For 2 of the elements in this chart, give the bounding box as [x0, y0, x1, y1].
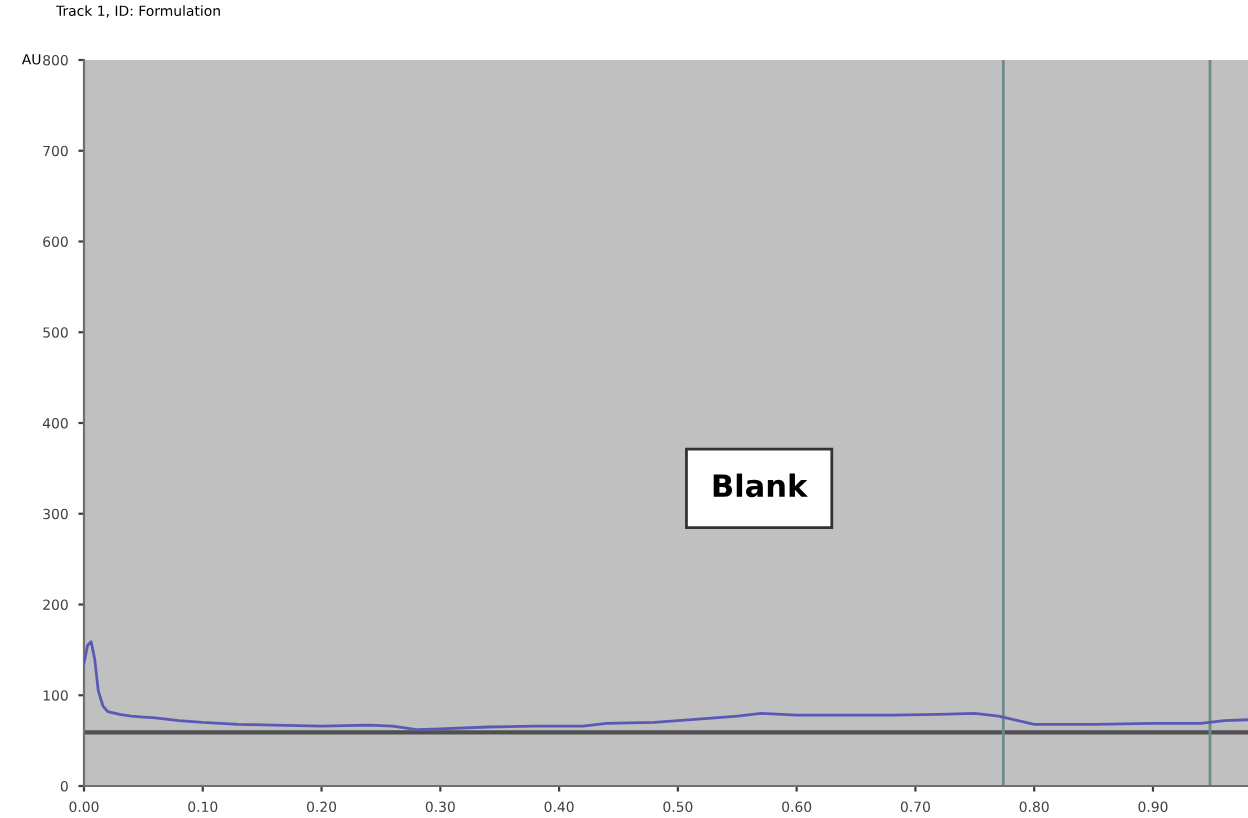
annotation: Blank — [713, 473, 808, 498]
line-series — [84, 640, 1248, 732]
